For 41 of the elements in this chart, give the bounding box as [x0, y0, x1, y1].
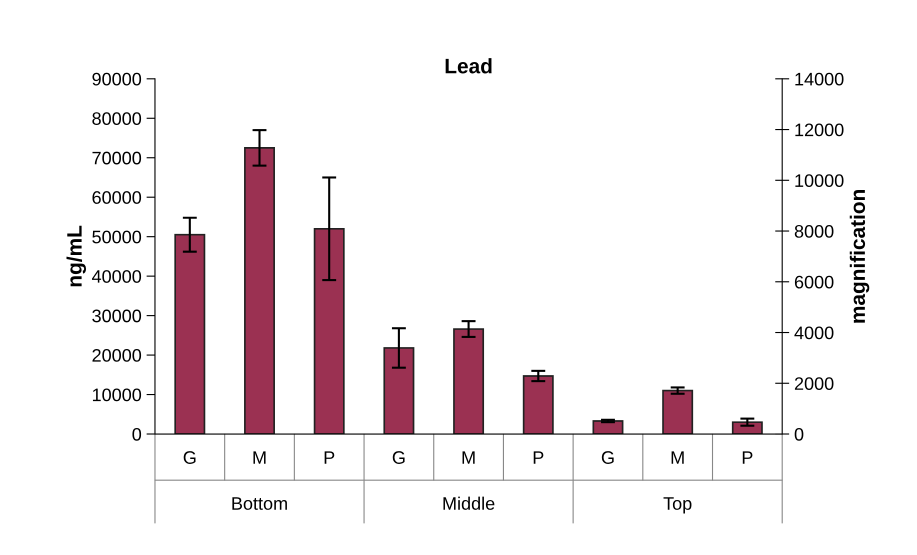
bar	[662, 390, 694, 434]
y-tick-label: 40000	[92, 270, 142, 283]
y-tick-label: 10000	[92, 388, 142, 402]
text: Middle	[443, 496, 494, 510]
x-tick-label: G	[184, 451, 196, 464]
y2-tick-label: 12000	[795, 123, 844, 136]
x-tick-label: M	[672, 451, 684, 464]
y2-tick-label: 8000	[794, 224, 834, 238]
y2-tick-label: 4000	[794, 326, 834, 340]
x-tick-label: M	[253, 451, 266, 464]
x-tick-label: G	[602, 451, 614, 464]
y-tick-label: 50000	[92, 230, 142, 244]
y-axis-title: ng/mL	[66, 226, 86, 286]
chart-title: Lead	[446, 58, 492, 74]
y2-tick-label: 10000	[795, 174, 844, 188]
y2-tick-label: 14000	[795, 72, 844, 86]
y2-tick-label: 0	[794, 428, 804, 441]
bar	[314, 228, 345, 434]
y-tick-label: 30000	[92, 310, 142, 322]
bar	[592, 420, 624, 434]
text: Top	[664, 497, 692, 514]
bar	[522, 375, 554, 434]
bar	[244, 147, 275, 434]
y-tick-label: 60000	[92, 191, 142, 204]
bar	[383, 347, 414, 434]
x-tick-label: P	[742, 451, 752, 464]
x-tick-label: P	[324, 451, 334, 464]
bar	[174, 234, 206, 434]
x-tick-label: G	[392, 451, 405, 464]
y-tick-label: 80000	[92, 112, 142, 125]
y2-tick-label: 2000	[794, 377, 834, 390]
text: Bottom	[232, 497, 287, 510]
x-tick-label: P	[534, 451, 544, 464]
bar	[453, 328, 484, 434]
y-tick-label: 0	[132, 428, 142, 441]
y-tick-label: 90000	[92, 72, 142, 86]
y2-axis-title: magnification	[850, 190, 870, 323]
y-tick-label: 20000	[92, 349, 142, 362]
y-tick-label: 70000	[92, 152, 142, 164]
x-tick-label: M	[462, 451, 475, 464]
y2-tick-label: 6000	[794, 276, 834, 288]
